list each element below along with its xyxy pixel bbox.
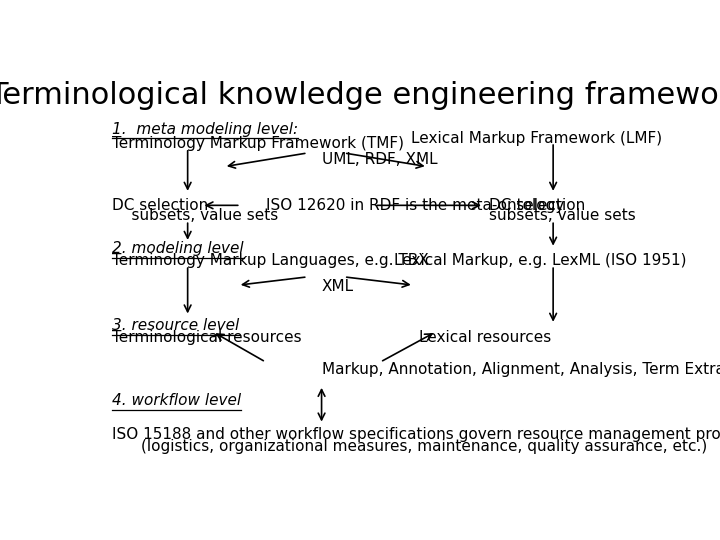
Text: Lexical resources: Lexical resources bbox=[419, 329, 552, 345]
Text: ISO 15188 and other workflow specifications govern resource management processes: ISO 15188 and other workflow specificati… bbox=[112, 427, 720, 442]
Text: 4. workflow level: 4. workflow level bbox=[112, 393, 241, 408]
Text: 1.  meta modeling level:: 1. meta modeling level: bbox=[112, 122, 299, 137]
Text: (logistics, organizational measures, maintenance, quality assurance, etc.): (logistics, organizational measures, mai… bbox=[141, 439, 708, 454]
Text: DC selection: DC selection bbox=[112, 198, 209, 213]
Text: 2. modeling level: 2. modeling level bbox=[112, 241, 244, 256]
Text: DC selection: DC selection bbox=[489, 198, 585, 213]
Text: Terminology Markup Languages, e.g. TBX: Terminology Markup Languages, e.g. TBX bbox=[112, 253, 429, 268]
Text: subsets, value sets: subsets, value sets bbox=[112, 208, 279, 223]
Text: subsets, value sets: subsets, value sets bbox=[489, 208, 636, 223]
Text: Terminological knowledge engineering framework: Terminological knowledge engineering fra… bbox=[0, 82, 720, 111]
Text: UML, RDF, XML: UML, RDF, XML bbox=[322, 152, 437, 167]
Text: Terminology Markup Framework (TMF): Terminology Markup Framework (TMF) bbox=[112, 136, 405, 151]
Text: XML: XML bbox=[322, 279, 354, 294]
Text: Terminological resources: Terminological resources bbox=[112, 329, 302, 345]
Text: 3. resource level: 3. resource level bbox=[112, 319, 240, 333]
Text: ISO 12620 in RDF is the meta-ontology: ISO 12620 in RDF is the meta-ontology bbox=[266, 198, 564, 213]
Text: Lexical Markup, e.g. LexML (ISO 1951): Lexical Markup, e.g. LexML (ISO 1951) bbox=[394, 253, 687, 268]
Text: Lexical Markup Framework (LMF): Lexical Markup Framework (LMF) bbox=[411, 131, 662, 146]
Text: Markup, Annotation, Alignment, Analysis, Term Extraction: Markup, Annotation, Alignment, Analysis,… bbox=[322, 362, 720, 377]
